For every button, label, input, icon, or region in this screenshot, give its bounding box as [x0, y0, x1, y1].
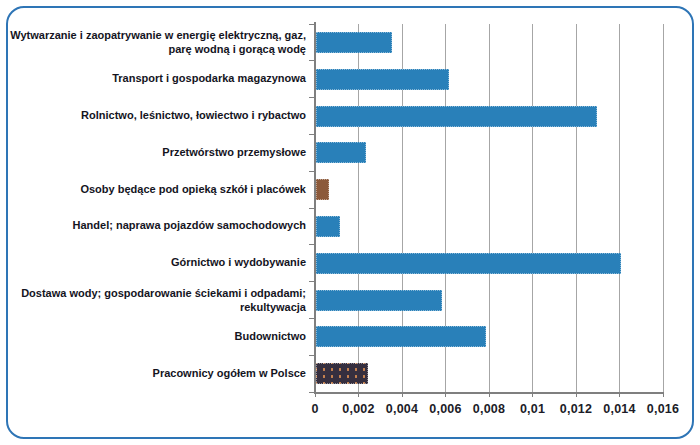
category-label: Transport i gospodarka magazynowa [10, 72, 306, 86]
gridline [619, 24, 620, 392]
x-tick-label: 0,008 [464, 402, 514, 416]
gridline [576, 24, 577, 392]
x-tick-label: 0,012 [551, 402, 601, 416]
bar [316, 363, 368, 384]
x-tick-label: 0,016 [638, 402, 688, 416]
bar [316, 106, 597, 127]
x-axis-line [314, 392, 663, 394]
x-tick-label: 0 [290, 402, 340, 416]
bar [316, 32, 392, 53]
category-label: Dostawa wody; gospodarowanie ściekami i … [10, 287, 306, 314]
category-label: Przetwórstwo przemysłowe [10, 146, 306, 160]
bar [316, 253, 621, 274]
x-tick-label: 0,014 [595, 402, 645, 416]
category-label: Osoby będące pod opieką szkół i placówek [10, 183, 306, 197]
x-tick-label: 0,006 [421, 402, 471, 416]
x-tick-label: 0,004 [377, 402, 427, 416]
category-label: Handel; naprawa pojazdów samochodowych [10, 220, 306, 234]
bar-chart: 00,0020,0040,0060,0080,010,0120,0140,016… [8, 8, 692, 437]
category-label: Rolnictwo, leśnictwo, łowiectwo i rybact… [10, 109, 306, 123]
chart-frame: 00,0020,0040,0060,0080,010,0120,0140,016… [6, 6, 694, 439]
gridline [489, 24, 490, 392]
category-label: Budownictwo [10, 330, 306, 344]
x-tick-label: 0,002 [334, 402, 384, 416]
gridline [663, 24, 664, 392]
category-label: Górnictwo i wydobywanie [10, 256, 306, 270]
category-label: Wytwarzanie i zaopatrywanie w energię el… [10, 29, 306, 56]
bar [316, 179, 329, 200]
bar [316, 290, 442, 311]
category-label: Pracownicy ogółem w Polsce [10, 367, 306, 381]
x-tick-label: 0,01 [508, 402, 558, 416]
bar [316, 326, 486, 347]
bar [316, 142, 366, 163]
bar [316, 216, 340, 237]
gridline [532, 24, 533, 392]
bar [316, 69, 449, 90]
